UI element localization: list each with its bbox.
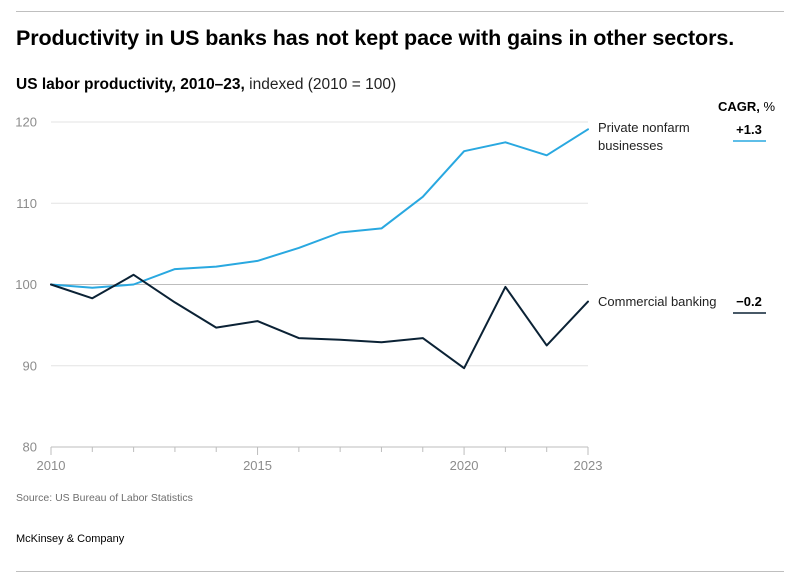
y-tick-80: 80 — [23, 440, 37, 455]
bottom-rule — [16, 571, 784, 572]
x-tick-2020: 2020 — [450, 458, 479, 473]
x-tick-labels: 2010 2015 2020 2023 — [37, 458, 603, 473]
series-lines — [50, 128, 589, 370]
y-tick-100: 100 — [15, 277, 37, 292]
cagr-value-commercial-banking: −0.2 — [736, 294, 762, 309]
cagr-header-unit: % — [763, 99, 776, 114]
x-tick-2010: 2010 — [37, 458, 66, 473]
y-tick-90: 90 — [23, 358, 37, 373]
series-label-commercial-banking-0: Commercial banking — [598, 294, 717, 309]
series-line-private-nonfarm — [50, 128, 589, 289]
y-tick-labels: 80 90 100 110 120 — [15, 115, 37, 455]
y-tick-120: 120 — [15, 115, 37, 130]
chart-subtitle: US labor productivity, 2010–23, indexed … — [16, 76, 396, 94]
series-labels: Private nonfarm businesses +1.3 Commercial … — [598, 120, 766, 314]
page-title: Productivity in US banks has not kept pa… — [16, 26, 735, 50]
cagr-header-bold: CAGR, — [718, 99, 760, 114]
x-tick-2023: 2023 — [574, 458, 603, 473]
cagr-header: CAGR, % — [718, 99, 775, 114]
cagr-value-private-nonfarm: +1.3 — [736, 122, 762, 137]
y-tick-110: 110 — [16, 196, 37, 211]
x-tick-2015: 2015 — [243, 458, 272, 473]
chart-subtitle-regular: indexed (2010 = 100) — [249, 76, 397, 93]
series-label-private-nonfarm-0: Private nonfarm — [598, 120, 690, 135]
series-line-commercial-banking — [50, 273, 589, 370]
brand-name: McKinsey & Company — [16, 533, 125, 545]
grid-lines — [50, 121, 589, 455]
source-note: Source: US Bureau of Labor Statistics — [16, 492, 193, 504]
top-rule — [16, 11, 784, 12]
series-label-private-nonfarm-1: businesses — [598, 138, 664, 153]
chart-subtitle-bold: US labor productivity, 2010–23, — [16, 76, 245, 93]
